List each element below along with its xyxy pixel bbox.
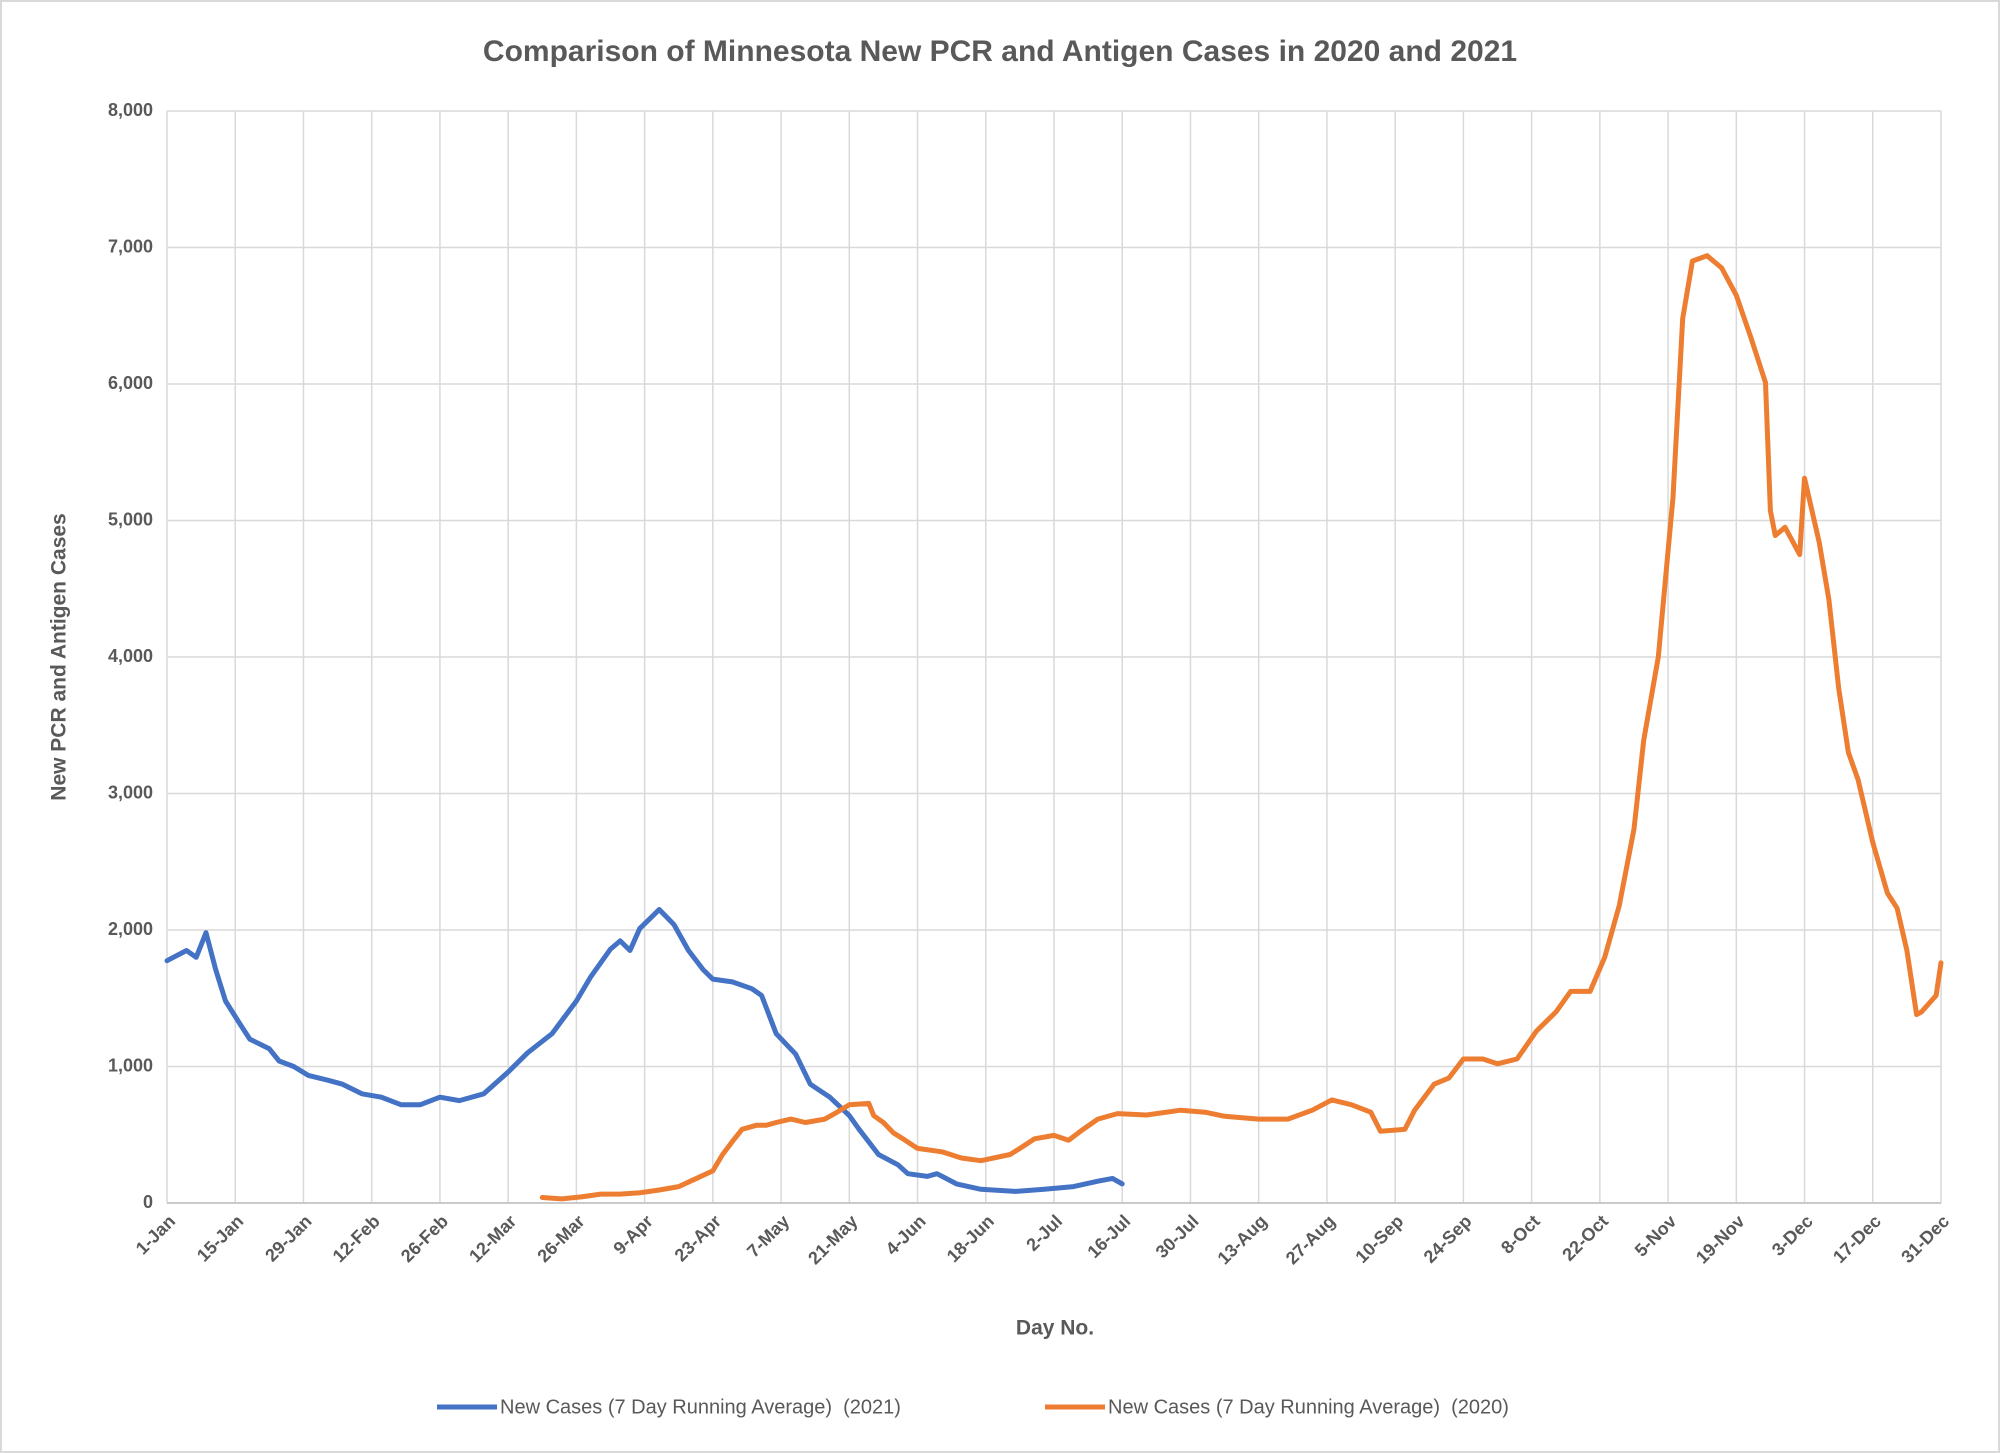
y-tick-label: 1,000 — [108, 1055, 153, 1075]
y-tick-label: 6,000 — [108, 373, 153, 393]
y-tick-label: 5,000 — [108, 509, 153, 529]
y-axis-label: New PCR and Antigen Cases — [48, 513, 71, 800]
y-tick-label: 0 — [143, 1192, 153, 1212]
x-axis-label: Day No. — [1016, 1317, 1094, 1340]
y-tick-label: 3,000 — [108, 782, 153, 802]
y-tick-label: 2,000 — [108, 919, 153, 939]
y-tick-label: 7,000 — [108, 236, 153, 256]
y-tick-label: 4,000 — [108, 646, 153, 666]
y-tick-label: 8,000 — [108, 100, 153, 120]
series-line — [539, 253, 1944, 1202]
chart-title: Comparison of Minnesota New PCR and Anti… — [483, 35, 1517, 68]
legend-label: New Cases (7 Day Running Average) (2021) — [500, 1396, 901, 1418]
series-line — [164, 907, 1125, 1194]
legend-label: New Cases (7 Day Running Average) (2020) — [1108, 1396, 1509, 1418]
